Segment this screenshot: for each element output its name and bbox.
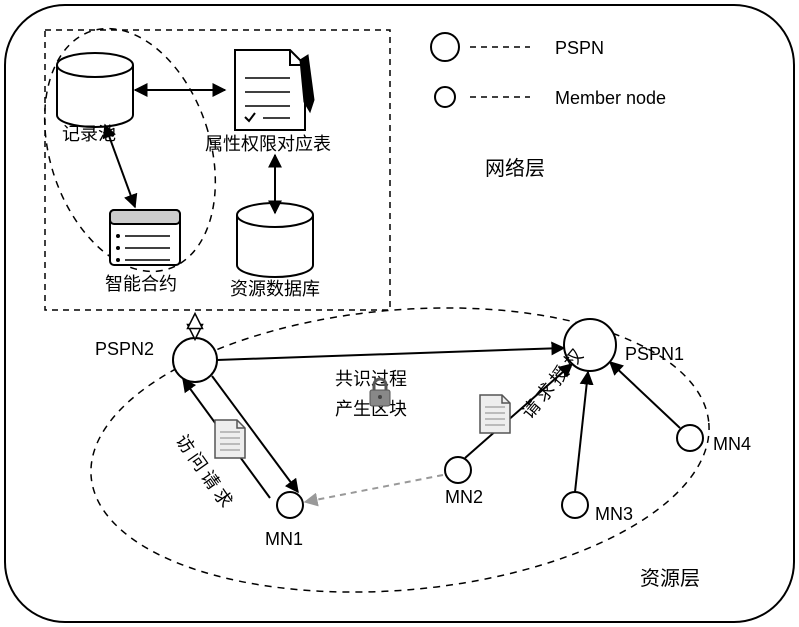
smart-contract-label: 智能合约 — [105, 274, 177, 294]
resource-layer-label: 资源层 — [640, 567, 700, 590]
arrow-mn4-pspn1 — [610, 362, 680, 428]
mn1-node — [277, 492, 303, 518]
smart-contract-icon — [110, 210, 180, 265]
record-pool-icon — [57, 53, 133, 127]
mn3-node — [562, 492, 588, 518]
attr-table-label: 属性权限对应表 — [205, 134, 331, 154]
legend-pspn-circle — [431, 33, 459, 61]
mn1-node-label: MN1 — [265, 529, 303, 549]
pspn2-node — [173, 338, 217, 382]
mn2-node-label: MN2 — [445, 487, 483, 507]
network-layer-label: 网络层 — [485, 157, 545, 180]
mn2-node — [445, 457, 471, 483]
svg-text:请求授权: 请求授权 — [518, 342, 590, 422]
legend-pspn-label: PSPN — [555, 38, 604, 58]
pspn2-node-label: PSPN2 — [95, 339, 154, 359]
request-label: 请求授权 — [518, 342, 590, 422]
mn4-node-label: MN4 — [713, 434, 751, 454]
legend-member-label: Member node — [555, 88, 666, 108]
consensus-text: 共识过程 — [335, 369, 407, 389]
arrow-pool-contract — [105, 125, 135, 207]
arrow-pspn2-pspn1 — [217, 348, 564, 360]
doc-icon-1 — [215, 420, 245, 458]
legend-member-circle — [435, 87, 455, 107]
attr-table-icon — [235, 50, 314, 130]
resource-db-icon — [237, 203, 313, 277]
resource-db-label: 资源数据库 — [230, 279, 320, 299]
mn3-node-label: MN3 — [595, 504, 633, 524]
pspn1-node-label: PSPN1 — [625, 344, 684, 364]
arrow-mn1-mn2 — [305, 475, 443, 502]
mn4-node — [677, 425, 703, 451]
arrow-mn3-pspn1 — [575, 372, 588, 492]
resource-ellipse — [79, 284, 721, 617]
doc-icon-2 — [480, 395, 510, 433]
